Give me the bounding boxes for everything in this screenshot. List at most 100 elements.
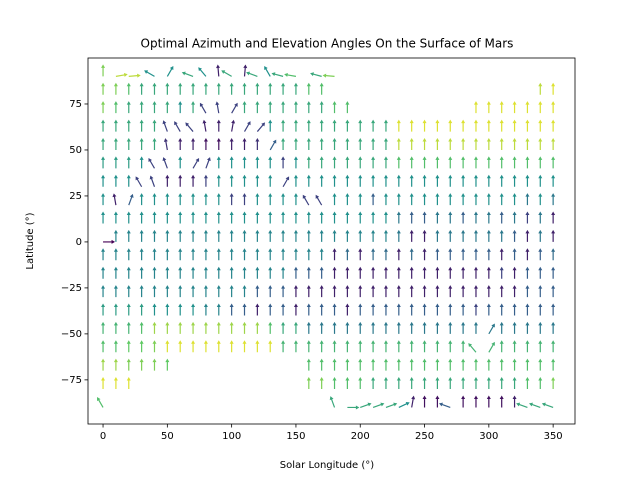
arrow [203,321,208,334]
arrow [383,119,388,132]
arrow [422,321,427,334]
arrow [191,321,196,334]
arrow [242,211,247,224]
arrow [371,137,376,150]
arrow [293,174,298,187]
arrow [461,156,466,169]
arrow [435,156,440,169]
arrow [229,285,234,298]
arrow [268,82,273,95]
arrow [242,137,247,150]
arrow [499,340,504,353]
arrow [203,303,208,316]
arrow [525,377,530,390]
arrow [486,101,491,114]
x-tick-label: 150 [286,431,305,442]
arrow [281,82,286,95]
x-tick-label: 350 [544,431,563,442]
arrow [448,340,453,353]
arrow [345,211,350,224]
arrow [101,156,106,169]
arrow [371,340,376,353]
arrow [306,303,311,316]
arrow [97,397,104,408]
arrow [101,137,106,150]
arrow [473,285,478,298]
arrow [499,211,504,224]
arrow [255,156,260,169]
arrow [461,303,466,316]
arrow [396,266,401,279]
arrow [242,82,247,95]
arrow [113,377,118,390]
arrow [126,82,131,95]
arrow [281,101,286,114]
arrow [315,194,323,206]
arrow [422,119,427,132]
arrow [396,193,401,206]
arrow [255,193,260,206]
arrow [113,82,118,95]
arrow [268,211,273,224]
arrow [371,321,376,334]
arrow [203,266,208,279]
x-tick-label: 0 [100,431,106,442]
arrow [396,229,401,242]
arrow [473,174,478,187]
arrow [488,323,495,335]
arrow [255,101,260,114]
arrow [383,211,388,224]
arrow [268,248,273,261]
arrow [113,137,118,150]
arrow [178,137,183,150]
arrow [358,229,363,242]
arrow [438,402,451,409]
arrow [229,193,234,206]
arrow [358,174,363,187]
arrow [264,65,271,77]
arrow [178,266,183,279]
arrow [229,266,234,279]
arrow [486,156,491,169]
arrow [473,395,478,408]
arrow [409,248,414,261]
arrow [152,248,157,261]
arrow [409,285,414,298]
arrow [473,248,478,261]
arrow [126,229,131,242]
arrow [293,82,298,95]
arrow [512,321,517,334]
arrow [203,193,208,206]
arrow [113,101,118,114]
arrow [128,73,141,78]
arrow [281,193,286,206]
arrow [242,266,247,279]
arrow [345,101,350,114]
arrow [422,285,427,298]
arrow [128,193,134,206]
arrow [242,193,247,206]
arrow [281,156,286,169]
arrow [203,82,208,95]
arrow [319,358,324,371]
arrow [383,156,388,169]
arrow [192,157,200,169]
arrow [448,285,453,298]
arrow [396,119,401,132]
arrow [198,67,207,77]
arrow [538,285,543,298]
arrow [499,266,504,279]
arrow [358,137,363,150]
arrow [293,248,298,261]
arrow [126,248,131,261]
arrow [174,121,181,132]
y-axis-label: Latitude (°) [25,212,36,269]
arrow [139,266,144,279]
arrow [345,248,350,261]
arrow [293,211,298,224]
arrow [499,395,504,408]
arrow [473,377,478,390]
arrow [345,358,350,371]
arrow [383,229,388,242]
y-tick-label: 50 [69,145,82,156]
